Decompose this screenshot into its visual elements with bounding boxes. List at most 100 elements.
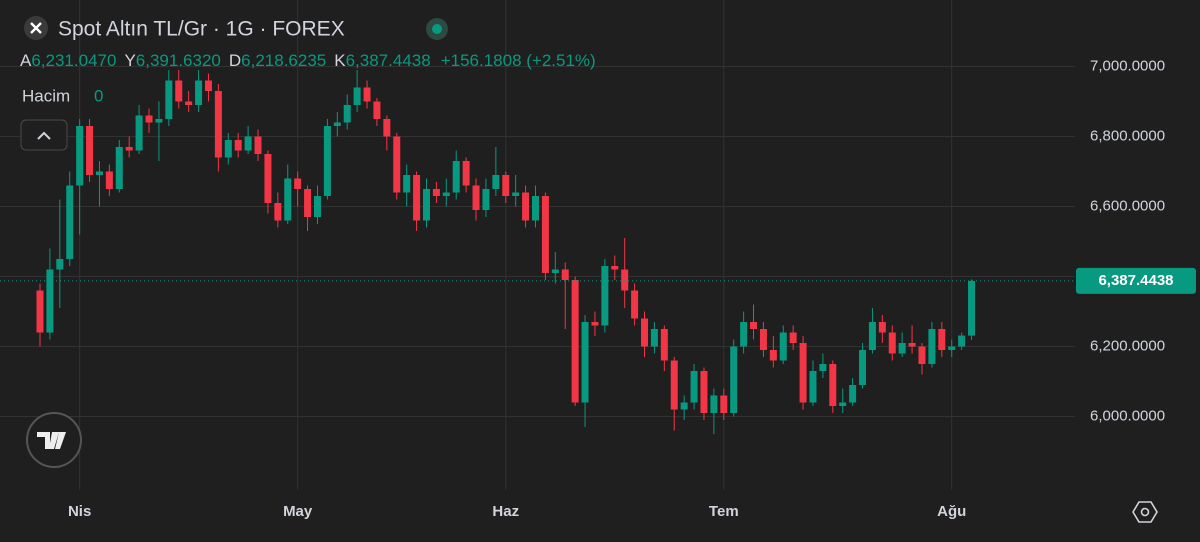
ohlc-value: 6,387.4438 bbox=[346, 51, 431, 70]
candle-body bbox=[541, 196, 549, 273]
y-tick-label: 6,600.0000 bbox=[1090, 197, 1165, 214]
candle-body bbox=[204, 80, 212, 91]
candle-body bbox=[769, 350, 777, 361]
market-status-dot bbox=[432, 24, 442, 34]
candle-body bbox=[502, 175, 510, 196]
candle-body bbox=[878, 322, 886, 333]
candle-body bbox=[512, 192, 520, 196]
candle-body bbox=[214, 91, 222, 158]
candle-body bbox=[66, 185, 74, 259]
settings-icon[interactable] bbox=[1132, 501, 1158, 523]
candle-body bbox=[244, 136, 252, 151]
candle-body bbox=[36, 290, 44, 333]
y-tick-label: 6,800.0000 bbox=[1090, 127, 1165, 144]
candle-body bbox=[888, 332, 896, 354]
candle-body bbox=[313, 196, 321, 217]
tv-logo-mark bbox=[37, 432, 66, 449]
collapse-button[interactable] bbox=[20, 119, 68, 151]
x-tick-label: Ağu bbox=[937, 503, 966, 520]
candle-body bbox=[928, 329, 936, 364]
candle-body bbox=[700, 371, 708, 413]
y-tick-label: 7,000.0000 bbox=[1090, 57, 1165, 74]
candle-body bbox=[492, 175, 500, 189]
candle-body bbox=[859, 350, 867, 385]
candle-body bbox=[234, 140, 242, 151]
collapse-button-box[interactable] bbox=[20, 119, 68, 151]
candle-body bbox=[809, 371, 817, 403]
candle-body bbox=[422, 189, 430, 221]
candle-body bbox=[353, 87, 361, 105]
candle-body bbox=[908, 343, 916, 347]
volume-label: Hacim bbox=[22, 86, 70, 105]
collapse-icon bbox=[37, 131, 51, 140]
candle-body bbox=[95, 171, 103, 175]
candle-body bbox=[145, 115, 153, 123]
candle-body bbox=[849, 385, 857, 403]
volume-value: 0 bbox=[94, 86, 103, 105]
candle-body bbox=[323, 126, 331, 196]
last-price-label: 6,387.4438 bbox=[1098, 272, 1173, 289]
candle-body bbox=[185, 101, 193, 105]
candle-body bbox=[601, 266, 609, 326]
candle-body bbox=[839, 402, 847, 406]
candle-body bbox=[868, 322, 876, 350]
candle-body bbox=[611, 266, 619, 270]
candle-body bbox=[740, 322, 748, 347]
candle-body bbox=[581, 322, 589, 403]
ohlc-key: Y bbox=[124, 51, 135, 70]
candle-body bbox=[86, 126, 94, 175]
candle-body bbox=[958, 335, 966, 347]
candle-body bbox=[284, 178, 292, 221]
candle-body bbox=[165, 80, 173, 119]
candle-body bbox=[333, 122, 341, 126]
candle-body bbox=[363, 87, 371, 102]
candle-body bbox=[551, 269, 559, 273]
candle-body bbox=[898, 343, 906, 354]
candle-body bbox=[690, 371, 698, 403]
candle-body bbox=[383, 119, 391, 137]
ohlc-value: 6,231.0470 bbox=[31, 51, 116, 70]
candle-body bbox=[254, 136, 262, 154]
candle-body bbox=[968, 280, 976, 336]
candle-body bbox=[56, 259, 64, 270]
candle-body bbox=[670, 360, 678, 410]
x-tick-label: Haz bbox=[492, 503, 519, 520]
candle-body bbox=[264, 154, 272, 203]
candle-body bbox=[750, 322, 758, 329]
candle-body bbox=[621, 269, 629, 291]
candle-body bbox=[274, 203, 282, 221]
candle-body bbox=[472, 185, 480, 210]
candle-body bbox=[710, 395, 718, 413]
candle-body bbox=[829, 364, 837, 406]
candle-body bbox=[532, 196, 539, 221]
candle-body bbox=[660, 329, 668, 361]
candle-body bbox=[462, 161, 470, 186]
candle-body bbox=[759, 329, 767, 350]
candle-body bbox=[135, 115, 143, 151]
candle-body bbox=[779, 332, 787, 361]
candle-body bbox=[403, 175, 411, 193]
y-tick-label: 6,000.0000 bbox=[1090, 407, 1165, 424]
candle-body bbox=[373, 101, 381, 119]
ohlc-key: A bbox=[20, 51, 32, 70]
candle-body bbox=[195, 80, 203, 105]
candle-body bbox=[680, 402, 688, 410]
plot bbox=[0, 70, 1075, 434]
candle-body bbox=[224, 140, 232, 158]
settings-button[interactable] bbox=[1132, 501, 1158, 523]
y-tick-label: 6,200.0000 bbox=[1090, 337, 1165, 354]
candle-body bbox=[561, 269, 569, 280]
candle-body bbox=[46, 269, 54, 333]
candle-body bbox=[76, 126, 84, 186]
candle-body bbox=[730, 346, 738, 413]
candle-body bbox=[125, 147, 133, 151]
last-price-box bbox=[1076, 267, 1196, 294]
candle-body bbox=[819, 364, 827, 371]
candle-body bbox=[522, 192, 530, 221]
candle-body bbox=[175, 80, 183, 102]
ohlc-legend: A6,231.0470 Y6,391.6320 D6,218.6235 K6,387.… bbox=[20, 51, 596, 70]
symbol-icon-mark bbox=[30, 22, 42, 34]
candle-body bbox=[115, 147, 123, 189]
tv-logo[interactable] bbox=[26, 412, 82, 468]
